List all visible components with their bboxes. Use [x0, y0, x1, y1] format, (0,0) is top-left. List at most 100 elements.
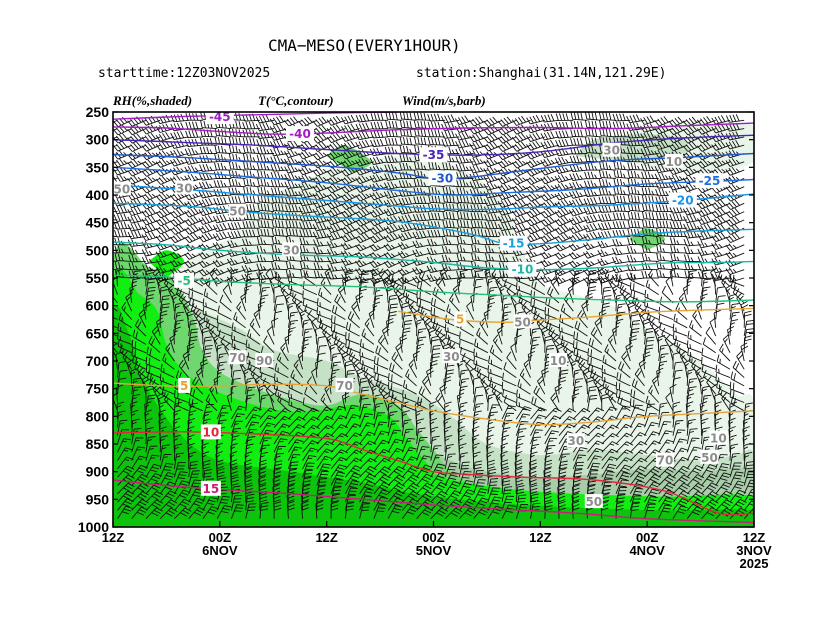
wind-barb: [711, 207, 731, 219]
wind-barb: [127, 206, 147, 216]
y-tick-label: 250: [86, 104, 110, 120]
wind-barb: [627, 211, 645, 221]
wind-barb: [569, 190, 588, 199]
wind-barb: [298, 150, 318, 160]
wind-barb: [612, 113, 631, 122]
wind-barb: [113, 166, 132, 176]
wind-barb: [127, 175, 147, 185]
wind-barb: [427, 212, 446, 221]
wind-barb: [456, 211, 474, 221]
wind-barb: [598, 204, 617, 213]
rh-contour-label: 70: [336, 379, 353, 393]
wind-barb: [340, 140, 360, 151]
wind-barb: [127, 141, 147, 152]
wind-barb: [242, 221, 260, 229]
wind-barb: [285, 212, 303, 221]
wind-barb: [640, 115, 659, 125]
wind-barb: [711, 215, 731, 227]
wind-barb: [199, 146, 218, 155]
wind-barb: [398, 222, 417, 233]
wind-barb: [257, 203, 275, 213]
y-tick-label: 900: [86, 464, 110, 480]
wind-barb: [141, 159, 161, 169]
wind-barb: [355, 157, 375, 167]
temp-contour-label: -15: [503, 237, 525, 251]
wind-barb: [214, 162, 232, 171]
wind-barb: [526, 176, 545, 186]
wind-barb: [155, 192, 175, 202]
wind-barb: [413, 178, 431, 188]
wind-barb: [540, 139, 560, 150]
wind-barb: [725, 216, 745, 227]
wind-barb: [598, 170, 617, 179]
wind-barb: [668, 181, 688, 191]
legend-label: Wind(m/s,barb): [402, 93, 486, 108]
wind-barb: [511, 176, 531, 186]
wind-barb: [612, 212, 631, 221]
wind-barb: [369, 156, 389, 165]
wind-barb: [141, 176, 161, 186]
y-tick-label: 750: [86, 381, 110, 397]
wind-barb: [597, 213, 617, 222]
rh-contour-label: 10: [666, 155, 683, 169]
wind-barb: [583, 188, 602, 197]
wind-barb: [284, 165, 303, 174]
wind-barb: [641, 187, 659, 196]
rh-contour-label: 50: [229, 205, 246, 219]
wind-barb: [540, 216, 560, 227]
station-label: station:Shanghai(31.14N,121.29E): [416, 66, 667, 81]
wind-barb: [242, 121, 260, 130]
wind-barb: [127, 214, 146, 224]
wind-barb: [399, 136, 417, 146]
wind-barb: [413, 120, 431, 130]
wind-barb: [497, 198, 517, 208]
wind-barb: [613, 195, 631, 204]
wind-barb: [256, 146, 275, 155]
wind-barb: [113, 161, 118, 164]
wind-barb: [497, 124, 517, 136]
temp-contour-label: -35: [423, 148, 445, 162]
wind-barb: [711, 115, 731, 125]
wind-barb: [383, 181, 403, 190]
rh-contour-label: 30: [176, 181, 193, 195]
wind-barb: [127, 159, 147, 169]
y-tick-label: 800: [86, 408, 110, 424]
wind-barb: [298, 205, 317, 214]
wind-barb: [198, 181, 218, 190]
wind-barb: [469, 157, 488, 166]
wind-barb: [257, 219, 275, 229]
rh-contour-label: 30: [283, 243, 300, 257]
wind-barb: [526, 114, 545, 125]
wind-barb: [384, 137, 403, 146]
wind-barb: [113, 205, 132, 215]
wind-barb: [554, 191, 574, 201]
temp-contour-label: -25: [699, 174, 721, 188]
rh-contour-label: 10: [710, 432, 727, 446]
wind-barb: [398, 197, 417, 206]
wind-barb: [243, 161, 260, 171]
wind-barb: [612, 221, 631, 229]
y-tick-label: 650: [86, 325, 110, 341]
wind-barb: [483, 133, 503, 144]
x-tick-label: 2025: [740, 556, 769, 571]
rh-contour-label: 70: [229, 351, 246, 365]
wind-barb: [554, 156, 574, 166]
wind-barb: [285, 204, 303, 213]
rh-contour-label: 50: [701, 451, 718, 465]
wind-barb: [198, 223, 218, 234]
wind-barb: [497, 133, 517, 144]
wind-barb: [682, 141, 702, 152]
rh-contour-label: 70: [657, 454, 674, 468]
wind-barb: [228, 178, 246, 188]
wind-barb: [569, 181, 588, 190]
wind-barb: [597, 222, 617, 231]
wind-barb: [583, 180, 602, 189]
wind-barb: [442, 211, 460, 221]
wind-barb: [526, 140, 545, 151]
wind-barb: [355, 113, 374, 123]
wind-barb: [469, 124, 488, 135]
wind-barb: [654, 124, 674, 135]
wind-barb: [355, 139, 375, 150]
wind-barb: [497, 175, 517, 185]
wind-barb: [455, 155, 474, 164]
